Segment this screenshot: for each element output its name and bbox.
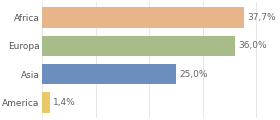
Text: 25,0%: 25,0%	[179, 70, 207, 79]
Bar	[42, 92, 50, 113]
Text: 1,4%: 1,4%	[53, 98, 76, 107]
Bar	[42, 64, 176, 84]
Text: 37,7%: 37,7%	[247, 13, 276, 22]
Text: 36,0%: 36,0%	[238, 41, 267, 50]
Bar	[42, 7, 244, 28]
Bar	[42, 36, 235, 56]
